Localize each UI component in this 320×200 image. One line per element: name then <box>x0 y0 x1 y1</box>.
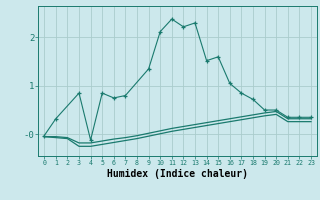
X-axis label: Humidex (Indice chaleur): Humidex (Indice chaleur) <box>107 169 248 179</box>
